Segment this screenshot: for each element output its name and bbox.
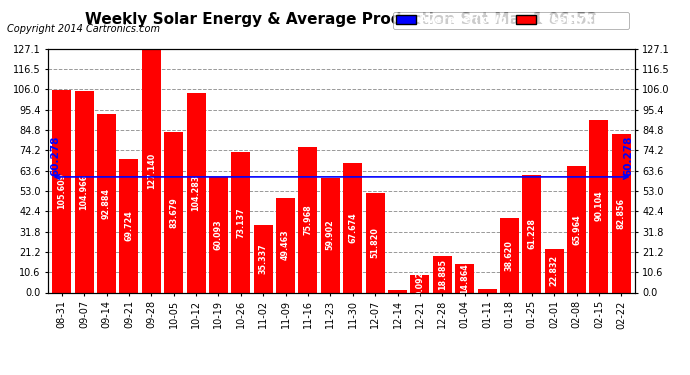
Bar	[254, 225, 273, 292]
Text: 105.609: 105.609	[57, 173, 66, 209]
Bar	[209, 177, 228, 292]
Bar	[522, 175, 542, 292]
Bar	[343, 163, 362, 292]
Text: 65.964: 65.964	[572, 214, 581, 244]
Bar	[321, 178, 340, 292]
Bar	[567, 166, 586, 292]
Text: 60.278: 60.278	[50, 136, 60, 176]
Text: 90.104: 90.104	[595, 191, 604, 221]
Bar	[388, 291, 407, 292]
Text: 67.674: 67.674	[348, 212, 357, 243]
Text: 14.864: 14.864	[460, 263, 469, 294]
Text: 9.092: 9.092	[415, 271, 424, 296]
Text: 38.620: 38.620	[505, 240, 514, 271]
Bar	[544, 249, 564, 292]
Text: 92.884: 92.884	[102, 188, 111, 219]
Text: 82.856: 82.856	[617, 198, 626, 228]
Bar	[141, 49, 161, 292]
Text: Copyright 2014 Cartronics.com: Copyright 2014 Cartronics.com	[7, 24, 160, 34]
Text: 49.463: 49.463	[281, 230, 290, 260]
Bar	[589, 120, 609, 292]
Text: 60.093: 60.093	[214, 220, 223, 250]
Text: 35.337: 35.337	[259, 243, 268, 274]
Bar	[411, 275, 429, 292]
Bar	[119, 159, 139, 292]
Bar	[612, 134, 631, 292]
Bar	[97, 114, 116, 292]
Bar	[52, 90, 71, 292]
Bar	[299, 147, 317, 292]
Text: 127.140: 127.140	[147, 153, 156, 189]
Text: 51.820: 51.820	[371, 227, 380, 258]
Title: Weekly Solar Energy & Average Production Sat Mar 1 06:53: Weekly Solar Energy & Average Production…	[86, 12, 598, 27]
Bar	[276, 198, 295, 292]
Bar	[366, 193, 384, 292]
Text: 73.137: 73.137	[236, 207, 246, 238]
Bar	[455, 264, 474, 292]
Text: 75.968: 75.968	[304, 204, 313, 235]
Bar	[433, 256, 452, 292]
Text: 104.966: 104.966	[79, 174, 88, 210]
Text: 69.724: 69.724	[124, 210, 133, 241]
Bar	[500, 218, 519, 292]
Text: 104.283: 104.283	[192, 174, 201, 211]
Legend: Average (kWh), Weekly (kWh): Average (kWh), Weekly (kWh)	[393, 12, 629, 29]
Text: 60.278: 60.278	[623, 136, 633, 176]
Bar	[186, 93, 206, 292]
Bar	[477, 289, 497, 292]
Text: 22.832: 22.832	[550, 255, 559, 286]
Text: 61.228: 61.228	[527, 218, 536, 249]
Bar	[75, 91, 94, 292]
Bar	[231, 152, 250, 292]
Text: 59.902: 59.902	[326, 220, 335, 251]
Text: 83.679: 83.679	[169, 197, 178, 228]
Bar	[164, 132, 183, 292]
Text: 18.885: 18.885	[437, 259, 447, 290]
